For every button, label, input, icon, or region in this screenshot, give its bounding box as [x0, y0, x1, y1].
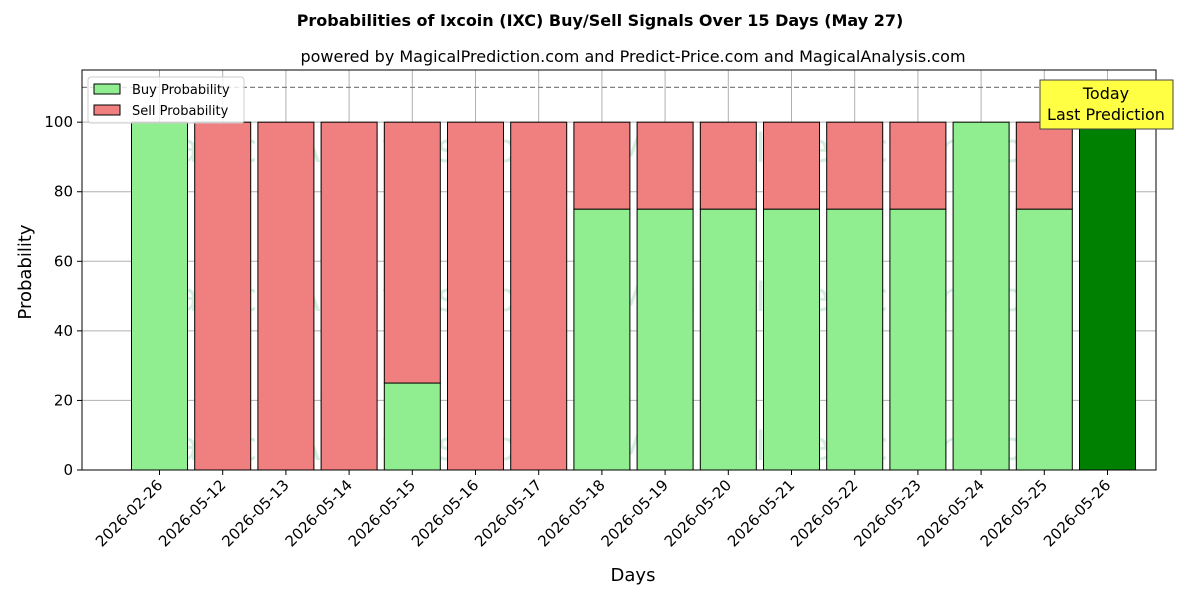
- sell-bar: [194, 121, 252, 471]
- sell-bar: [447, 121, 504, 471]
- y-tick-label: 40: [54, 322, 73, 340]
- today-annotation-box: [1039, 79, 1174, 130]
- today-annotation-line2: Last Prediction: [1047, 105, 1165, 124]
- buy-bar: [1015, 208, 1073, 471]
- x-tick-label: 2026-05-14: [282, 476, 356, 550]
- sell-bar: [889, 121, 947, 210]
- legend-swatch-buy: [93, 83, 121, 95]
- buy-bar: [763, 208, 820, 471]
- chart-subtitle: powered by MagicalPrediction.com and Pre…: [300, 47, 965, 66]
- plot-frame: [81, 69, 1157, 471]
- x-tick-label: 2026-05-20: [661, 476, 735, 550]
- buy-bar: [889, 208, 947, 471]
- legend: Buy Probability Sell Probability: [87, 76, 245, 124]
- bars-layer: [131, 121, 1136, 471]
- x-tick-label: 2026-05-17: [471, 476, 545, 550]
- sell-bar: [699, 121, 757, 210]
- buy-bar: [636, 208, 694, 471]
- sell-bar: [383, 121, 441, 384]
- x-axis-label: Days: [611, 565, 656, 586]
- sell-bar: [1015, 121, 1073, 210]
- buy-bar: [573, 208, 631, 471]
- x-tick-label: 2026-05-18: [534, 476, 608, 550]
- buy-bar: [826, 208, 884, 471]
- y-axis-ticks: 0 20 40 60 80 100: [44, 113, 82, 479]
- x-tick-label: 2026-05-21: [724, 476, 798, 550]
- sell-bar: [636, 121, 694, 210]
- x-tick-label: 2026-05-12: [155, 476, 229, 550]
- sell-bar: [320, 121, 378, 471]
- x-tick-label: 2026-05-26: [1040, 476, 1114, 550]
- x-tick-label: 2026-05-23: [850, 476, 924, 550]
- y-tick-label: 100: [44, 113, 73, 131]
- x-axis-ticks: 2026-02-262026-05-122026-05-132026-05-14…: [92, 470, 1114, 550]
- buy-bar: [383, 382, 441, 471]
- x-tick-label: 2026-05-24: [914, 476, 988, 550]
- today-annotation-line1: Today: [1082, 84, 1129, 103]
- y-tick-label: 20: [54, 391, 73, 409]
- legend-box: [87, 76, 245, 124]
- y-tick-label: 80: [54, 183, 73, 201]
- buy-bar: [699, 208, 757, 471]
- sell-bar: [573, 121, 631, 210]
- x-tick-label: 2026-02-26: [92, 476, 166, 550]
- y-axis-label: Probability: [15, 224, 36, 319]
- legend-label-buy: Buy Probability: [132, 83, 230, 98]
- sell-bar: [510, 121, 568, 471]
- x-tick-label: 2026-05-13: [218, 476, 292, 550]
- legend-swatch-sell: [93, 104, 121, 116]
- y-tick-label: 0: [63, 461, 73, 479]
- x-tick-label: 2026-05-22: [787, 476, 861, 550]
- legend-label-sell: Sell Probability: [132, 104, 229, 119]
- sell-bar: [826, 121, 884, 210]
- x-tick-label: 2026-05-25: [977, 476, 1051, 550]
- sell-bar: [763, 121, 820, 210]
- y-tick-label: 60: [54, 252, 73, 270]
- x-tick-label: 2026-05-16: [408, 476, 482, 550]
- x-tick-label: 2026-05-15: [345, 476, 419, 550]
- today-annotation: Today Last Prediction: [1039, 79, 1174, 130]
- buy-bar: [952, 121, 1010, 471]
- buy-bar: [1079, 121, 1136, 471]
- x-tick-label: 2026-05-19: [598, 476, 672, 550]
- sell-bar: [257, 121, 315, 471]
- buy-bar: [131, 121, 188, 471]
- chart-title: Probabilities of Ixcoin (IXC) Buy/Sell S…: [297, 11, 904, 30]
